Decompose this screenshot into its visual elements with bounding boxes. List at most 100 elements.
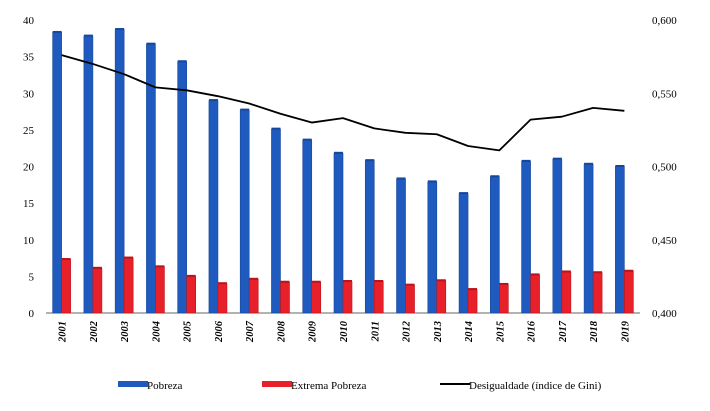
extrema-pobreza-bar <box>499 284 509 314</box>
pobreza-bar <box>177 61 187 314</box>
x-axis-tick-label: 2012 <box>402 320 413 343</box>
extrema-pobreza-bar-cap <box>374 280 384 283</box>
x-axis-tick-label: 2014 <box>464 321 475 343</box>
x-axis-tick-label: 2016 <box>527 320 538 343</box>
extrema-pobreza-bar <box>61 259 71 314</box>
pobreza-bar-cap <box>240 108 250 111</box>
gini-line <box>61 54 625 152</box>
pobreza-bar-cap <box>271 127 281 130</box>
extrema-pobreza-bar <box>561 271 572 314</box>
x-axis-tick-label: 2004 <box>151 321 162 343</box>
extrema-pobreza-bar <box>624 270 634 314</box>
legend-swatch-extrema-pobreza <box>262 381 292 387</box>
extrema-pobreza-bar <box>311 281 322 314</box>
left-axis-tick-label: 5 <box>29 271 35 283</box>
pobreza-bar <box>396 178 406 314</box>
extrema-pobreza-bar <box>436 280 447 314</box>
x-axis-tick-label: 2018 <box>589 320 600 343</box>
extrema-pobreza-bar <box>342 281 353 314</box>
extrema-pobreza-bar <box>592 272 603 314</box>
pobreza-bar <box>583 164 594 314</box>
x-axis-tick-label: 2011 <box>370 321 381 342</box>
pobreza-bar-cap <box>427 180 437 183</box>
pobreza-bar <box>427 181 438 314</box>
left-axis-tick-label: 10 <box>23 235 35 247</box>
extrema-pobreza-bar-cap <box>405 283 415 286</box>
pobreza-bar <box>52 32 62 314</box>
x-axis-tick-label: 2017 <box>558 320 569 343</box>
left-axis-tick-label: 15 <box>23 198 35 210</box>
pobreza-bar-cap <box>208 99 218 102</box>
pobreza-bar-cap <box>490 175 500 178</box>
pobreza-bar <box>552 158 563 314</box>
extrema-pobreza-bar-cap <box>468 288 478 291</box>
pobreza-bar-cap <box>115 28 125 31</box>
extrema-pobreza-bar-cap <box>436 279 446 282</box>
extrema-pobreza-bar-cap <box>249 277 259 280</box>
x-axis-tick-label: 2005 <box>183 321 194 343</box>
x-axis-tick-label: 2006 <box>214 320 225 343</box>
left-axis-tick-label: 35 <box>23 52 35 64</box>
chart-bars <box>52 28 634 314</box>
left-axis-tick-label: 0 <box>29 308 35 320</box>
legend-label: Pobreza <box>147 380 183 392</box>
extrema-pobreza-bar-cap <box>186 274 196 277</box>
extrema-pobreza-bar-cap <box>593 271 603 274</box>
left-axis-tick-label: 30 <box>23 88 35 100</box>
pobreza-bar <box>521 161 531 314</box>
pobreza-bar <box>271 128 281 314</box>
extrema-pobreza-bar <box>248 279 259 314</box>
pobreza-bar <box>490 176 500 314</box>
extrema-pobreza-bar <box>155 266 165 314</box>
extrema-pobreza-bar-cap <box>530 273 540 276</box>
pobreza-bar <box>83 35 94 314</box>
extrema-pobreza-bar-cap <box>499 282 509 285</box>
pobreza-bar-cap <box>459 192 469 195</box>
right-axis-tick-label: 0,500 <box>652 162 677 174</box>
right-axis-tick-label: 0,400 <box>652 308 677 320</box>
right-axis-tick-label: 0,550 <box>652 88 677 100</box>
pobreza-bar <box>458 193 469 314</box>
pobreza-bar <box>302 139 313 314</box>
extrema-pobreza-bar-cap <box>280 280 290 283</box>
extrema-pobreza-bar-cap <box>217 282 227 285</box>
pobreza-bar-cap <box>177 60 187 63</box>
x-axis-tick-label: 2015 <box>495 321 506 343</box>
pobreza-bar <box>615 166 625 314</box>
x-axis-tick-label: 2001 <box>58 321 69 343</box>
pobreza-bar-cap <box>334 151 343 154</box>
chart-labels: 0 5 10 15 20 25 30 35 40 0,400 0,450 0,500 0,550 0,60… <box>23 15 677 343</box>
left-axis-tick-label: 25 <box>23 125 35 137</box>
pobreza-bar-cap <box>396 177 406 180</box>
x-axis-tick-label: 2010 <box>339 320 350 343</box>
pobreza-bar-cap <box>365 159 375 162</box>
x-axis-tick-label: 2007 <box>245 320 256 343</box>
extrema-pobreza-bar-cap <box>561 270 571 273</box>
extrema-pobreza-bar <box>123 257 134 314</box>
x-axis-tick-label: 2009 <box>308 320 319 343</box>
pobreza-bar-cap <box>83 34 93 37</box>
extrema-pobreza-bar <box>217 283 228 314</box>
extrema-pobreza-bar <box>373 281 384 314</box>
pobreza-bar <box>208 100 219 314</box>
extrema-pobreza-bar-cap <box>124 256 134 259</box>
pobreza-bar-cap <box>552 157 562 160</box>
x-axis-tick-label: 2019 <box>620 320 631 343</box>
pobreza-bar <box>239 109 250 314</box>
left-axis-tick-label: 20 <box>23 162 35 174</box>
extrema-pobreza-bar <box>92 268 103 314</box>
legend-swatch-pobreza <box>118 381 148 387</box>
extrema-pobreza-bar-cap <box>92 266 102 269</box>
chart-legend: Pobreza Extrema Pobreza Desigualdade (índi… <box>118 380 602 392</box>
extrema-pobreza-bar <box>186 276 196 314</box>
extrema-pobreza-bar <box>280 281 290 314</box>
extrema-pobreza-bar-cap <box>155 265 165 268</box>
x-axis-tick-label: 2002 <box>89 320 100 343</box>
x-axis-tick-label: 2008 <box>276 320 287 343</box>
extrema-pobreza-bar-cap <box>311 280 321 283</box>
pobreza-bar <box>333 153 344 314</box>
pobreza-bar-cap <box>52 30 62 33</box>
extrema-pobreza-bar <box>467 289 478 314</box>
x-axis-tick-label: 2013 <box>433 321 444 343</box>
